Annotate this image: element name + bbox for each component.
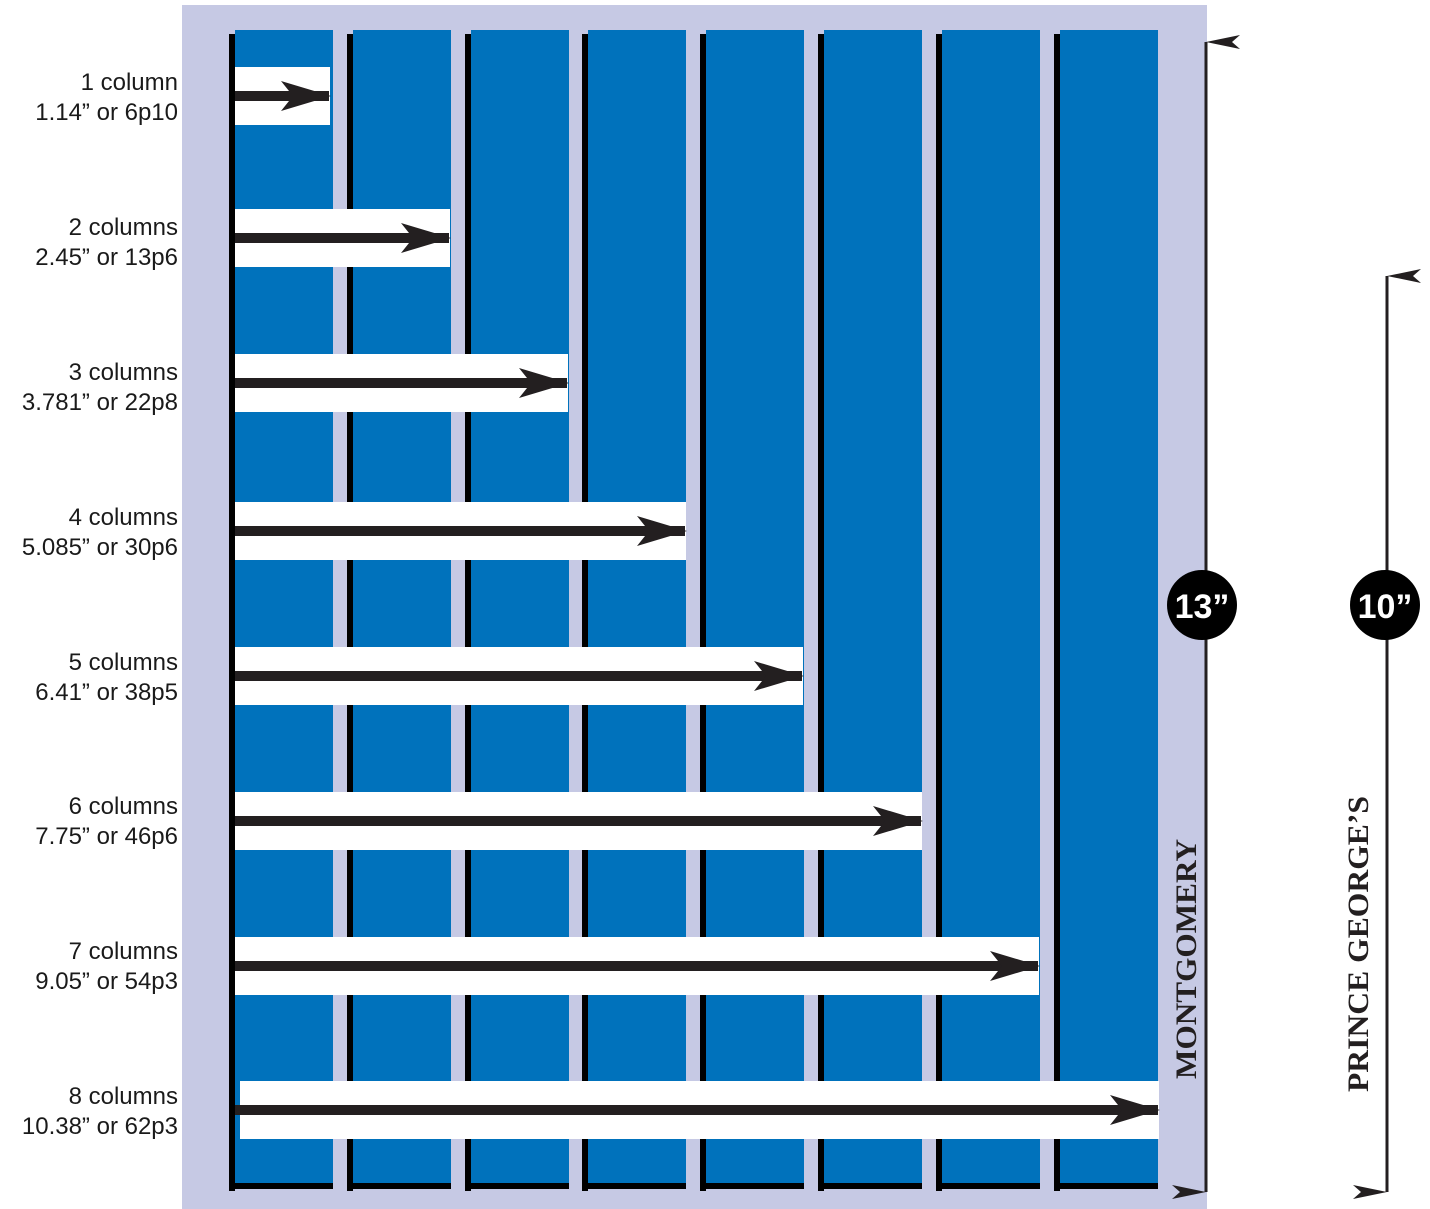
column-face: [235, 30, 333, 1183]
column-face: [706, 30, 804, 1183]
column-shadow-left: [229, 34, 235, 1191]
width-bar-2: [235, 209, 451, 267]
column-face: [942, 30, 1040, 1183]
column-face: [471, 30, 569, 1183]
width-bar-3: [235, 354, 569, 412]
column-shadow-bottom: [347, 1183, 451, 1189]
width-bar-7: [235, 937, 1040, 995]
column-shadow-bottom: [700, 1183, 804, 1189]
width-label-columns: 2 columns: [69, 214, 178, 241]
width-label-4: 4 columns 5.085” or 30p6: [22, 504, 178, 561]
width-label-5: 5 columns 6.41” or 38p5: [35, 649, 178, 706]
prince-georges-measure: 10” PRINCE GEORGE’S: [1342, 269, 1421, 1199]
width-label-columns: 8 columns: [69, 1083, 178, 1110]
montgomery-badge-text: 13”: [1175, 588, 1230, 626]
width-bar-1: [235, 67, 331, 125]
column-5: [700, 30, 804, 1191]
width-label-size: 10.38” or 62p3: [22, 1113, 178, 1140]
montgomery-label: MONTGOMERY: [1170, 839, 1203, 1079]
column-shadow-bottom: [818, 1183, 922, 1189]
width-label-size: 6.41” or 38p5: [35, 679, 178, 706]
column-2: [347, 30, 451, 1191]
width-label-columns: 5 columns: [69, 649, 178, 676]
column-shadow-bottom: [936, 1183, 1040, 1189]
prince-georges-badge-text: 10”: [1358, 588, 1413, 626]
width-label-2: 2 columns 2.45” or 13p6: [35, 214, 178, 271]
width-label-size: 2.45” or 13p6: [35, 244, 178, 271]
width-label-7: 7 columns 9.05” or 54p3: [35, 938, 178, 995]
column-face: [353, 30, 451, 1183]
column-shadow-left: [347, 34, 353, 1191]
width-label-8: 8 columns 10.38” or 62p3: [22, 1083, 178, 1140]
width-label-size: 1.14” or 6p10: [35, 99, 178, 126]
width-label-columns: 4 columns: [69, 504, 178, 531]
width-label-size: 5.085” or 30p6: [22, 534, 178, 561]
column-shadow-bottom: [1054, 1183, 1158, 1189]
width-bar-5: [235, 647, 804, 705]
column-shadow-bottom: [229, 1183, 333, 1189]
column-face: [588, 30, 686, 1183]
width-label-size: 3.781” or 22p8: [22, 389, 178, 416]
montgomery-measure: 13” MONTGOMERY: [1167, 34, 1240, 1199]
width-bar-6: [235, 792, 923, 850]
column-shadow-left: [582, 34, 588, 1191]
width-label-6: 6 columns 7.75” or 46p6: [35, 793, 178, 850]
width-label-columns: 7 columns: [69, 938, 178, 965]
column-7: [936, 30, 1040, 1191]
column-shadow-left: [465, 34, 471, 1191]
column-shadow-left: [936, 34, 942, 1191]
width-label-1: 1 column 1.14” or 6p10: [35, 69, 178, 126]
column-shadow-left: [818, 34, 824, 1191]
column-face: [824, 30, 922, 1183]
column-1: [229, 30, 333, 1191]
prince-georges-badge: [1350, 570, 1420, 640]
width-bar-8: [235, 1081, 1160, 1139]
width-labels-group: 1 column 1.14” or 6p10 2 columns 2.45” or 1…: [22, 69, 178, 1140]
column-6: [818, 30, 922, 1191]
column-4: [582, 30, 686, 1191]
width-label-3: 3 columns 3.781” or 22p8: [22, 359, 178, 416]
montgomery-badge: [1167, 570, 1237, 640]
column-face: [1060, 30, 1158, 1183]
column-8: [1054, 30, 1158, 1191]
page-panel: [182, 5, 1207, 1209]
width-label-columns: 3 columns: [69, 359, 178, 386]
column-shadow-bottom: [465, 1183, 569, 1189]
width-label-columns: 6 columns: [69, 793, 178, 820]
column-3: [465, 30, 569, 1191]
prince-georges-label: PRINCE GEORGE’S: [1342, 796, 1375, 1092]
column-shadow-left: [1054, 34, 1060, 1191]
width-label-size: 9.05” or 54p3: [35, 968, 178, 995]
width-label-columns: 1 column: [81, 69, 178, 96]
width-bars-group: [235, 67, 1160, 1139]
column-shadow-left: [700, 34, 706, 1191]
width-label-size: 7.75” or 46p6: [35, 823, 178, 850]
width-bar-4: [235, 502, 687, 560]
column-shadow-bottom: [582, 1183, 686, 1189]
